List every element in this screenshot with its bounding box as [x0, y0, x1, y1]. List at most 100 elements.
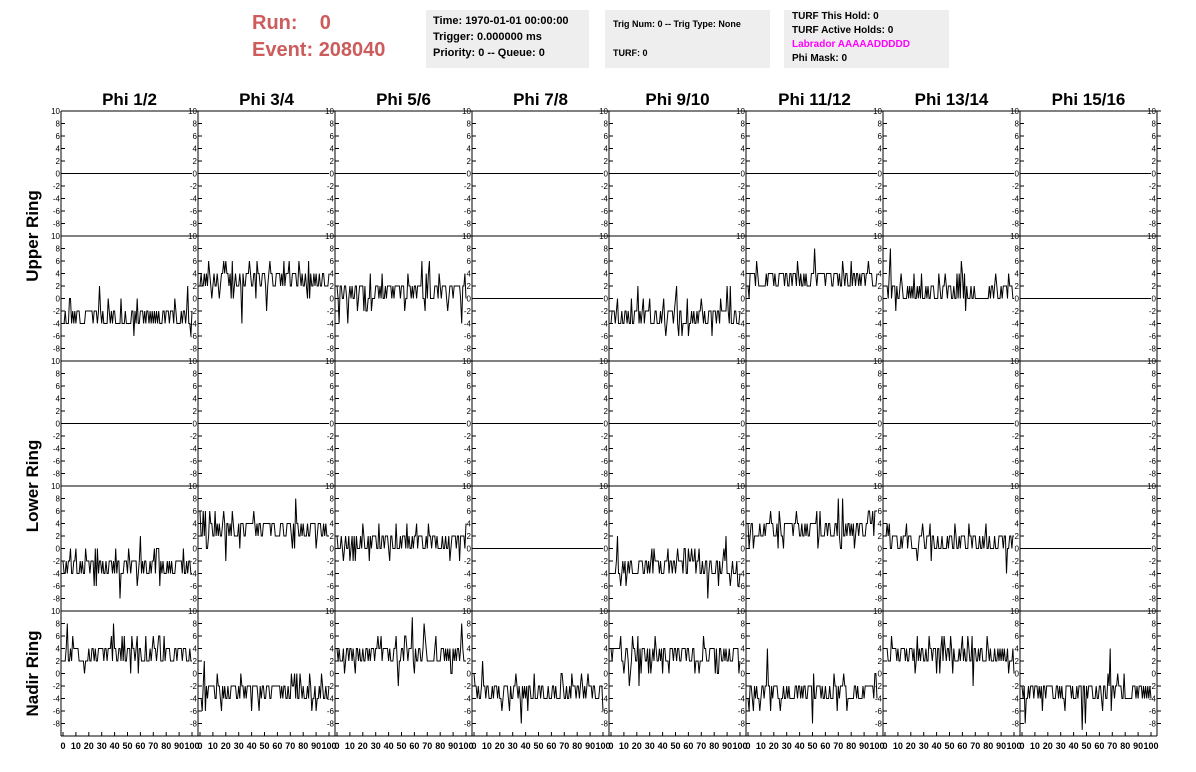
x-tick-label: 60	[135, 741, 145, 751]
y-tick-label: 10	[736, 357, 745, 366]
y-tick-label: 8	[193, 120, 198, 129]
y-tick-label: -4	[601, 195, 609, 204]
x-tick-label: 80	[572, 741, 582, 751]
trace-line	[62, 535, 192, 599]
y-tick-label: 4	[1015, 645, 1020, 654]
y-tick-label: 10	[188, 357, 197, 366]
x-tick-label: 100	[458, 741, 473, 751]
y-tick-label: 0	[878, 545, 883, 554]
x-tick-label: 40	[521, 741, 531, 751]
y-tick-label: -2	[875, 432, 883, 441]
x-tick-label: 60	[1094, 741, 1104, 751]
y-tick-label: -4	[53, 445, 61, 454]
y-tick-label: 2	[604, 282, 609, 291]
trace-line	[1021, 648, 1152, 730]
y-tick-label: 10	[1147, 482, 1156, 491]
y-tick-label: -6	[875, 332, 883, 341]
y-tick-label: 2	[467, 532, 472, 541]
x-tick-label: 50	[670, 741, 680, 751]
y-tick-label: -6	[1149, 207, 1157, 216]
y-tick-label: -6	[1012, 207, 1020, 216]
y-tick-label: 6	[56, 632, 61, 641]
y-tick-label: 10	[873, 232, 882, 241]
labrador-text: Labrador AAAAADDDDD	[792, 39, 910, 50]
x-tick-label: 40	[247, 741, 257, 751]
y-tick-label: -6	[601, 332, 609, 341]
y-tick-label: 8	[56, 620, 61, 629]
y-tick-label: 0	[604, 420, 609, 429]
y-tick-label: 0	[467, 295, 472, 304]
y-tick-label: -2	[464, 182, 472, 191]
x-tick-label: 20	[632, 741, 642, 751]
y-tick-label: 2	[56, 657, 61, 666]
y-tick-label: -2	[601, 307, 609, 316]
y-tick-label: -4	[327, 695, 335, 704]
y-tick-label: 2	[193, 157, 198, 166]
y-tick-label: 0	[878, 170, 883, 179]
y-tick-label: 4	[604, 145, 609, 154]
y-tick-label: 10	[325, 232, 334, 241]
y-tick-label: 10	[188, 482, 197, 491]
y-tick-label: -6	[464, 332, 472, 341]
x-tick-label: 20	[358, 741, 368, 751]
y-tick-label: 0	[56, 420, 61, 429]
y-tick-label: -4	[875, 320, 883, 329]
x-tick-label: 60	[409, 741, 419, 751]
y-tick-label: 4	[193, 520, 198, 529]
trigger-info-box: Trig Num: 0 -- Trig Type: None TURF: 0	[605, 10, 770, 68]
x-tick-label: 0	[1019, 741, 1024, 751]
ring-label: Upper Ring	[23, 190, 42, 282]
y-tick-label: 2	[467, 657, 472, 666]
y-tick-label: 0	[741, 670, 746, 679]
y-tick-label: 2	[604, 157, 609, 166]
x-tick-label: 90	[996, 741, 1006, 751]
y-tick-label: 0	[467, 545, 472, 554]
y-tick-label: -6	[1012, 332, 1020, 341]
y-tick-label: -6	[53, 582, 61, 591]
x-tick-label: 0	[60, 741, 65, 751]
x-tick-label: 40	[110, 741, 120, 751]
y-tick-label: -8	[1149, 220, 1157, 229]
y-tick-label: -6	[53, 457, 61, 466]
y-tick-label: -6	[601, 707, 609, 716]
y-tick-label: -8	[875, 345, 883, 354]
y-tick-label: 0	[1152, 420, 1157, 429]
y-tick-label: 6	[878, 132, 883, 141]
y-tick-label: -8	[875, 720, 883, 729]
y-tick-label: -4	[190, 570, 198, 579]
y-tick-label: -2	[1149, 182, 1157, 191]
trace-line	[610, 635, 741, 687]
y-tick-label: -4	[601, 445, 609, 454]
y-tick-label: -4	[601, 320, 609, 329]
y-tick-label: 6	[1152, 632, 1157, 641]
x-tick-label: 0	[745, 741, 750, 751]
y-tick-label: -6	[1149, 707, 1157, 716]
y-tick-label: -2	[1012, 432, 1020, 441]
x-tick-label: 70	[422, 741, 432, 751]
event-value: 208040	[318, 39, 386, 61]
y-tick-label: -8	[1012, 720, 1020, 729]
x-tick-label: 90	[722, 741, 732, 751]
y-tick-label: 0	[741, 170, 746, 179]
y-tick-label: -2	[738, 557, 746, 566]
column-title: Phi 9/10	[645, 90, 709, 109]
y-tick-label: 4	[604, 645, 609, 654]
y-tick-label: 6	[330, 257, 335, 266]
y-tick-label: -4	[464, 320, 472, 329]
y-tick-label: 2	[330, 532, 335, 541]
y-tick-label: -4	[190, 445, 198, 454]
y-tick-label: 0	[604, 295, 609, 304]
y-tick-label: -2	[327, 182, 335, 191]
y-tick-label: -6	[1012, 707, 1020, 716]
y-tick-label: 8	[1152, 495, 1157, 504]
x-tick-label: 20	[1043, 741, 1053, 751]
y-tick-label: -4	[190, 195, 198, 204]
y-tick-label: 4	[467, 145, 472, 154]
y-tick-label: -2	[1012, 182, 1020, 191]
y-tick-label: 8	[878, 620, 883, 629]
y-tick-label: -6	[875, 207, 883, 216]
trace-line	[63, 285, 193, 337]
y-tick-label: 10	[599, 232, 608, 241]
y-tick-label: 4	[741, 520, 746, 529]
y-tick-label: -8	[53, 345, 61, 354]
